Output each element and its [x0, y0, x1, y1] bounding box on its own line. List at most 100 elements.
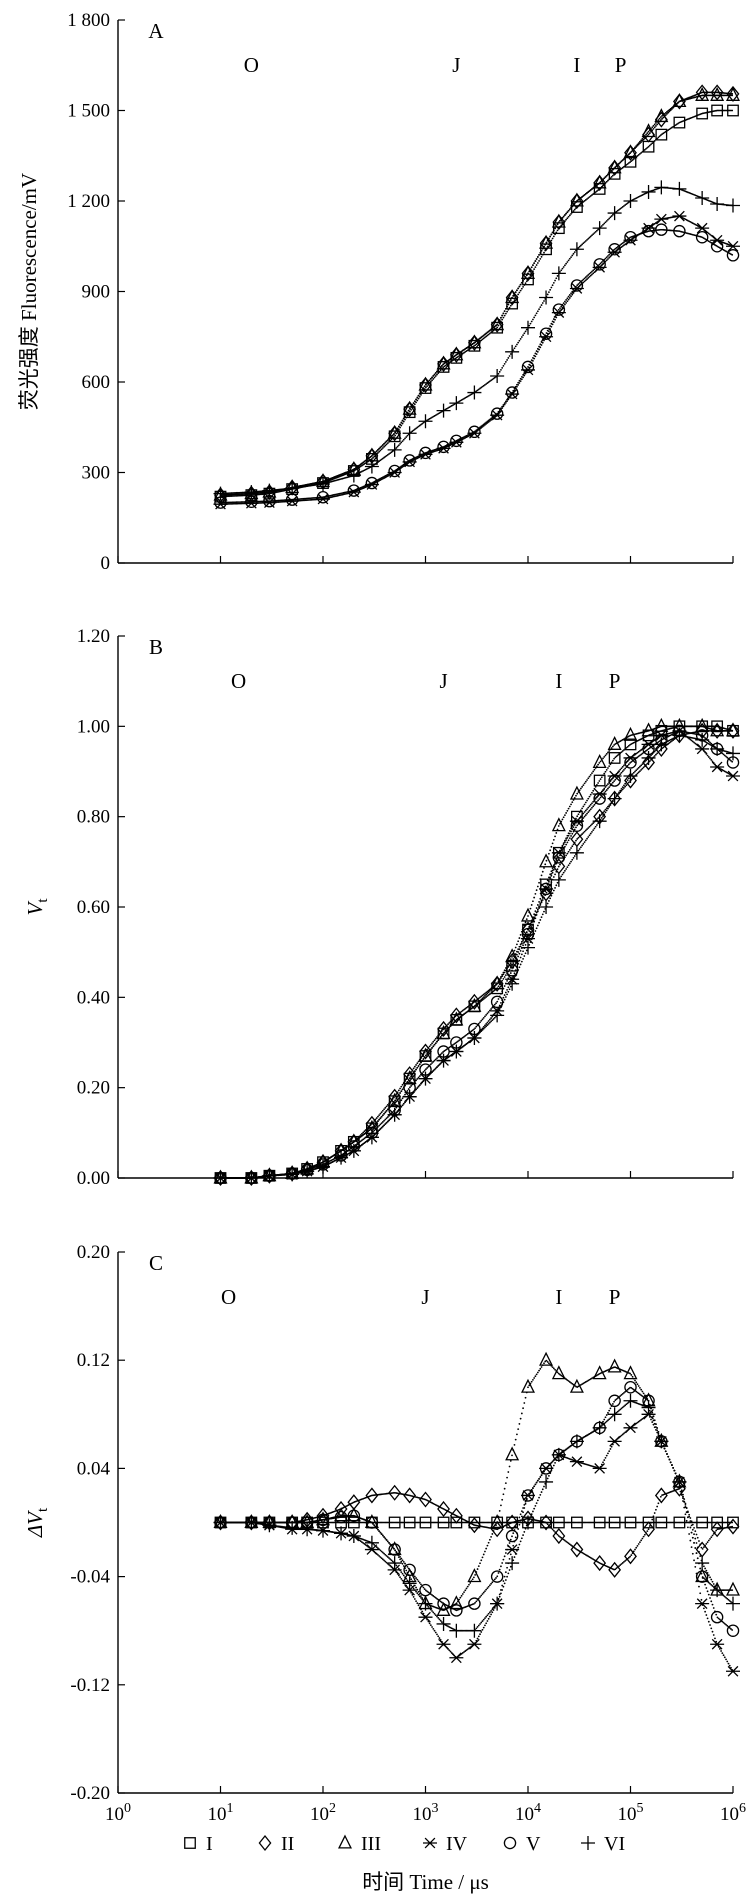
- data-point: [490, 407, 504, 420]
- data-point: [520, 264, 536, 279]
- trace-dot: [571, 832, 574, 835]
- trace-dot: [592, 193, 595, 195]
- trace-dot: [653, 126, 656, 129]
- trace-dot: [504, 974, 507, 977]
- trace-dot: [573, 287, 576, 290]
- trace-dot: [605, 180, 608, 183]
- trace-dot: [568, 297, 571, 299]
- trace-dot: [603, 792, 606, 794]
- data-point: [641, 184, 656, 199]
- trace-dot: [443, 1031, 446, 1034]
- trace-dot: [597, 183, 600, 186]
- trace-dot: [555, 832, 558, 834]
- trace-dot: [409, 410, 411, 413]
- trace-dot: [378, 1118, 381, 1121]
- trace-dot: [519, 949, 522, 952]
- trace-dot: [717, 109, 720, 112]
- trace-dot: [549, 325, 552, 327]
- trace-dot: [604, 770, 607, 773]
- data-point: [403, 454, 416, 467]
- trace-dot: [425, 386, 427, 389]
- trace-dot: [384, 1111, 387, 1114]
- trace-dot: [550, 286, 553, 289]
- data-point: [521, 265, 535, 282]
- trace-dot: [397, 1089, 400, 1092]
- series-IV: [213, 725, 740, 1184]
- trace-dot: [706, 231, 709, 234]
- trace-dot: [577, 813, 580, 816]
- trace-dot: [520, 287, 523, 290]
- trace-dot: [428, 1045, 431, 1048]
- trace-dot: [595, 266, 598, 268]
- trace-dot: [731, 760, 734, 763]
- trace-dot: [675, 102, 678, 105]
- trace-dot: [519, 377, 522, 380]
- trace-dot: [485, 1014, 488, 1016]
- trace-dot: [512, 389, 515, 392]
- data-point: [505, 289, 519, 306]
- trace-dot: [565, 839, 568, 841]
- trace-dot: [523, 371, 526, 374]
- trace-dot: [584, 193, 587, 195]
- trace-dot: [582, 278, 585, 281]
- trace-dot: [432, 1040, 435, 1043]
- trace-dot: [561, 850, 564, 852]
- trace-dot: [552, 838, 555, 841]
- trace-dot: [518, 379, 521, 382]
- trace-dot: [520, 375, 523, 378]
- trace-dot: [418, 395, 421, 398]
- trace-dot: [502, 971, 505, 974]
- trace-dot: [611, 174, 614, 177]
- trace-dot: [607, 179, 609, 182]
- trace-dot: [476, 428, 479, 431]
- trace-dot: [490, 1008, 492, 1010]
- trace-dot: [482, 423, 485, 426]
- trace-dot: [507, 977, 510, 980]
- trace-dot: [475, 429, 478, 432]
- trace-dot: [570, 835, 572, 837]
- trace-dot: [522, 944, 524, 947]
- data-point: [436, 355, 451, 370]
- data-point: [695, 190, 710, 205]
- trace-dot: [544, 243, 547, 246]
- trace-dot: [592, 272, 595, 275]
- trace-dot: [623, 769, 625, 771]
- trace-dot: [406, 434, 409, 437]
- trace-dot: [399, 426, 401, 429]
- trace-dot: [582, 805, 585, 808]
- trace-dot: [568, 805, 571, 808]
- trace-dot: [518, 945, 521, 948]
- trace-dot: [502, 312, 505, 315]
- trace-dot: [548, 237, 550, 240]
- trace-dot: [551, 842, 554, 845]
- trace-dot: [591, 194, 593, 196]
- trace-dot: [653, 123, 656, 126]
- trace-dot: [557, 856, 560, 859]
- trace-dot: [527, 366, 529, 368]
- trace-dot: [605, 768, 608, 771]
- trace-dot: [621, 770, 624, 773]
- trace-dot: [508, 355, 511, 357]
- trace-dot: [495, 1002, 497, 1005]
- trace-dot: [497, 324, 500, 327]
- y-tick-label: 600: [82, 372, 111, 393]
- trace-dot: [575, 826, 577, 829]
- trace-dot: [442, 363, 445, 366]
- trace-dot: [607, 783, 609, 785]
- trace-dot: [397, 1093, 400, 1096]
- trace-dot: [416, 1066, 419, 1069]
- trace-dot: [401, 1097, 404, 1100]
- trace-dot: [591, 791, 593, 794]
- trace-dot: [664, 111, 667, 114]
- trace-dot: [486, 331, 489, 334]
- trace-dot: [517, 940, 520, 943]
- trace-dot: [490, 417, 492, 420]
- trace-dot: [614, 166, 617, 169]
- trace-dot: [536, 256, 539, 258]
- trace-dot: [502, 977, 505, 980]
- trace-dot: [586, 799, 588, 802]
- trace-dot: [514, 969, 517, 972]
- trace-dot: [605, 784, 608, 787]
